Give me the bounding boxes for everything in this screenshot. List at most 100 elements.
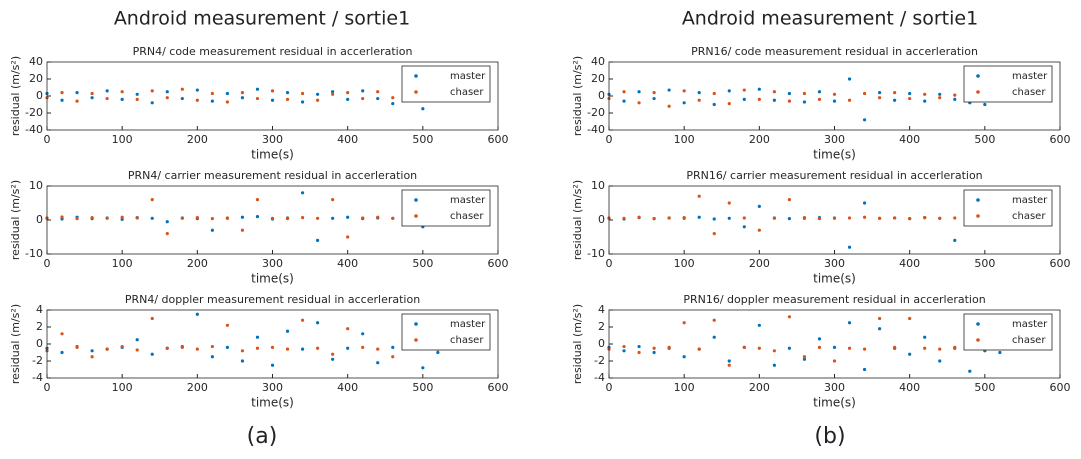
scatter-point <box>135 348 139 352</box>
scatter-point <box>953 216 957 220</box>
scatter-point <box>346 235 350 239</box>
legend-label: chaser <box>450 87 484 98</box>
scatter-point <box>361 332 365 336</box>
scatter-point <box>983 102 987 107</box>
scatter-point <box>817 345 822 349</box>
scatter-point <box>697 98 701 102</box>
scatter-point <box>210 355 214 359</box>
scatter-point <box>757 97 761 101</box>
scatter-point <box>832 345 837 349</box>
scatter-point <box>285 329 290 333</box>
legend-label: chaser <box>1012 211 1046 222</box>
scatter-point <box>923 99 927 103</box>
scatter-point <box>195 216 199 220</box>
scatter-point <box>772 98 776 102</box>
scatter-point <box>637 101 641 105</box>
y-tick-label: 10 <box>591 179 605 192</box>
x-tick-label: 100 <box>674 381 695 394</box>
scatter-point <box>60 98 64 102</box>
y-tick-label: -10 <box>25 247 43 260</box>
scatter-point <box>727 216 731 220</box>
scatter-point <box>772 363 776 367</box>
axes-box <box>608 61 1061 131</box>
x-tick-label: 500 <box>974 257 995 270</box>
scatter-point <box>240 215 245 219</box>
scatter-point <box>832 92 837 96</box>
scatter-point <box>210 99 214 103</box>
axes-box <box>608 309 1061 379</box>
scatter-point <box>787 198 792 202</box>
y-tick-label: 20 <box>591 72 605 85</box>
scatter-point <box>225 91 229 96</box>
chart-title: PRN16/ doppler measurement residual in a… <box>683 293 985 306</box>
axes-box <box>46 309 499 379</box>
scatter-point <box>316 92 320 96</box>
chart-title: PRN16/ carrier measurement residual in a… <box>686 169 982 182</box>
scatter-point <box>847 98 852 102</box>
scatter-point <box>240 96 245 100</box>
scatter-point <box>953 97 957 101</box>
scatter-point <box>135 97 139 101</box>
scatter-point <box>772 216 776 220</box>
scatter-point <box>938 216 942 220</box>
legend-box <box>401 65 491 103</box>
scatter-point <box>150 89 154 93</box>
scatter-point <box>210 228 214 232</box>
x-tick-label: 400 <box>337 257 358 270</box>
scatter-point <box>968 369 972 373</box>
x-tick-label: 600 <box>1050 381 1071 394</box>
scatter-point <box>210 344 214 349</box>
y-axis-label: residual (m/s²) <box>571 56 584 136</box>
scatter-point <box>908 96 912 101</box>
scatter-point <box>938 347 942 351</box>
x-tick-label: 600 <box>1050 133 1071 146</box>
x-tick-label: 0 <box>606 257 613 270</box>
scatter-point <box>908 91 912 96</box>
chart-title: PRN16/ code measurement residual in acce… <box>691 45 978 58</box>
scatter-point <box>60 350 64 355</box>
scatter-point <box>316 216 320 220</box>
scatter-point <box>727 363 731 367</box>
scatter-point <box>165 90 169 94</box>
scatter-point <box>300 347 305 351</box>
y-tick-label: -4 <box>594 371 605 384</box>
scatter-point <box>60 332 64 336</box>
scatter-point <box>772 349 776 353</box>
x-tick-label: 100 <box>112 257 133 270</box>
scatter-point <box>391 96 395 100</box>
legend-marker <box>976 90 980 94</box>
scatter-point <box>421 107 425 111</box>
scatter-point <box>893 91 897 95</box>
scatter-point <box>953 345 957 349</box>
scatter-point <box>331 216 335 220</box>
scatter-point <box>832 359 837 363</box>
scatter-point <box>361 89 365 93</box>
scatter-point <box>225 323 229 327</box>
scatter-point <box>331 352 335 356</box>
legend-label: chaser <box>450 211 484 222</box>
scatter-point <box>391 345 395 349</box>
scatter-point <box>165 96 169 100</box>
scatter-point <box>195 88 199 92</box>
scatter-point <box>757 87 761 91</box>
scatter-point <box>255 215 260 219</box>
scatter-point <box>436 350 440 355</box>
scatter-point <box>908 352 912 356</box>
scatter-point <box>742 225 746 229</box>
legend-marker <box>976 198 980 202</box>
scatter-point <box>847 346 852 350</box>
scatter-point <box>622 90 626 94</box>
scatter-point <box>712 335 716 339</box>
scatter-point <box>667 88 671 92</box>
scatter-point <box>622 344 626 349</box>
scatter-point <box>682 321 686 325</box>
scatter-point <box>878 327 882 331</box>
scatter-point <box>376 361 380 365</box>
scatter-point <box>787 99 792 103</box>
scatter-point <box>878 316 882 321</box>
y-tick-label: 0 <box>598 337 605 350</box>
legend-box <box>963 65 1053 103</box>
x-tick-label: 300 <box>262 133 283 146</box>
scatter-point <box>105 216 109 220</box>
scatter-point <box>255 335 260 339</box>
